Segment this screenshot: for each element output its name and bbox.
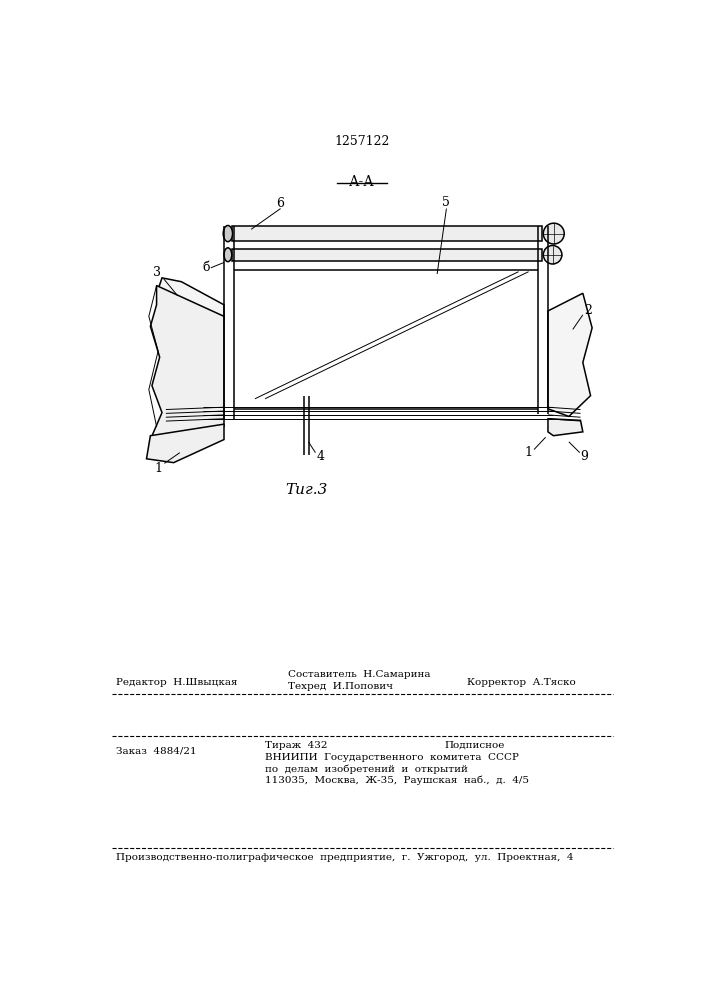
- Text: ВНИИПИ  Государственного  комитета  СССР: ВНИИПИ Государственного комитета СССР: [265, 753, 519, 762]
- Text: по  делам  изобретений  и  открытий: по делам изобретений и открытий: [265, 764, 468, 774]
- Text: Корректор  А.Тяско: Корректор А.Тяско: [467, 678, 575, 687]
- Circle shape: [543, 223, 564, 244]
- Text: 2: 2: [584, 304, 592, 317]
- Text: Τиг.3: Τиг.3: [286, 483, 328, 497]
- Text: Составитель  Н.Самарина: Составитель Н.Самарина: [288, 670, 431, 679]
- Text: 9: 9: [580, 450, 588, 463]
- Text: Техред  И.Попович: Техред И.Попович: [288, 682, 393, 691]
- Text: Заказ  4884/21: Заказ 4884/21: [115, 747, 196, 756]
- Polygon shape: [146, 424, 224, 463]
- Text: Тираж  432: Тираж 432: [265, 741, 327, 750]
- Ellipse shape: [223, 225, 233, 242]
- Text: 5: 5: [443, 196, 450, 209]
- Polygon shape: [548, 293, 592, 416]
- Text: А-А: А-А: [349, 175, 375, 189]
- Bar: [232, 249, 542, 261]
- Polygon shape: [548, 419, 583, 436]
- Text: 1257122: 1257122: [334, 135, 390, 148]
- Text: б: б: [202, 261, 210, 274]
- Text: 113035,  Москва,  Ж-35,  Раушская  наб.,  д.  4/5: 113035, Москва, Ж-35, Раушская наб., д. …: [265, 776, 529, 785]
- Text: Подписное: Подписное: [445, 741, 506, 750]
- Text: Производственно-полиграфическое  предприятие,  г.  Ужгород,  ул.  Проектная,  4: Производственно-полиграфическое предприя…: [115, 853, 573, 862]
- Text: Редактор  Н.Швыцкая: Редактор Н.Швыцкая: [115, 678, 237, 687]
- Text: 4: 4: [317, 450, 325, 463]
- Text: 6: 6: [276, 197, 285, 210]
- Polygon shape: [151, 286, 224, 455]
- Ellipse shape: [224, 248, 232, 262]
- Text: 1: 1: [525, 446, 532, 459]
- Circle shape: [543, 246, 562, 264]
- Text: 3: 3: [153, 266, 160, 279]
- Polygon shape: [158, 278, 224, 320]
- Text: 1: 1: [154, 462, 162, 475]
- Bar: [232, 226, 542, 241]
